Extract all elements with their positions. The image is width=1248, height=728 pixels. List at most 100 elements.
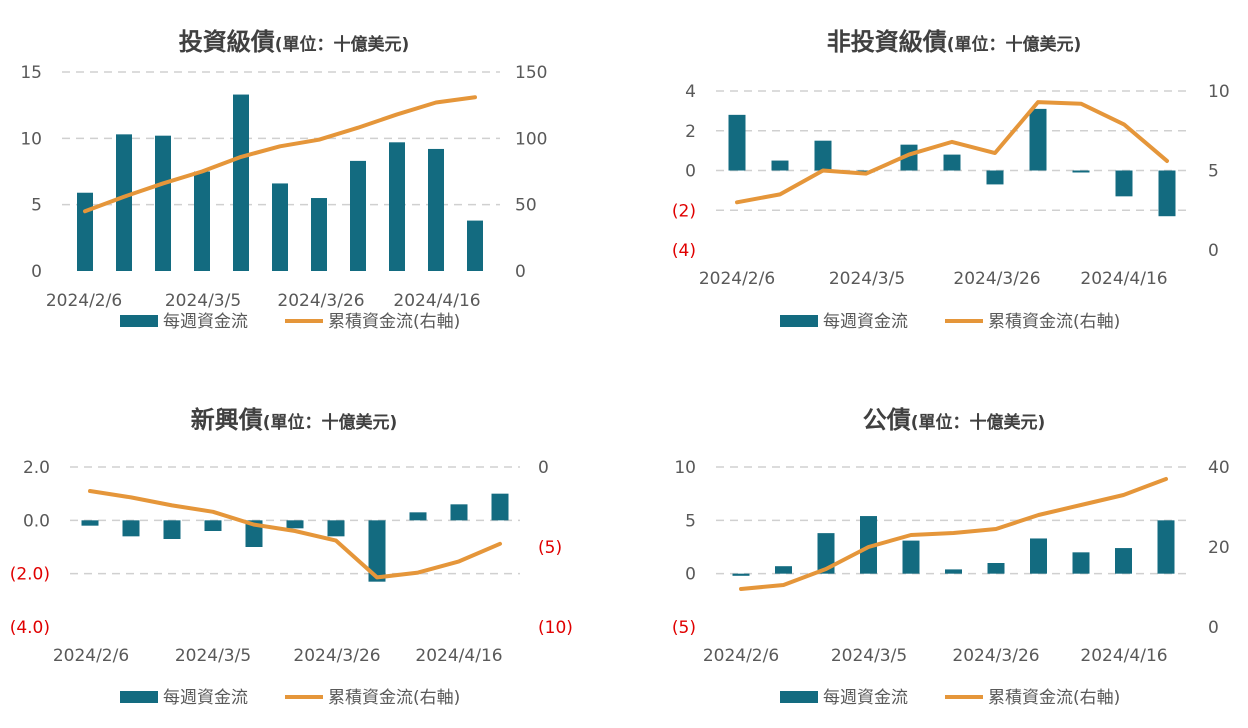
x-tick-label: 2024/2/6 [46, 291, 122, 311]
cumulative-flow-line [83, 95, 477, 214]
y-right-tick-label: (5) [538, 538, 562, 558]
weekly-flow-bar [1158, 170, 1176, 217]
weekly-flow-bar [1157, 520, 1175, 574]
y-right-tick-label: 20 [1208, 538, 1230, 558]
y-right-tick-label: 50 [515, 196, 537, 216]
weekly-flow-bar [428, 148, 444, 271]
y-left-tick-label: 0 [685, 162, 696, 182]
y-right-tick-label: 150 [515, 63, 547, 83]
y-right-tick-label: 0 [1208, 618, 1219, 638]
y-right-tick-label: 100 [515, 129, 547, 149]
y-right-tick-label: 5 [1208, 162, 1219, 182]
weekly-flow-bar [233, 94, 249, 271]
x-tick-label: 2024/3/26 [293, 646, 380, 666]
x-tick-label: 2024/3/5 [175, 646, 251, 666]
chart-title-main: 投資級債 [179, 28, 275, 56]
chart-title: 公債(單位：十億美元) [863, 406, 1046, 434]
legend-line-label: 累積資金流(右軸) [328, 312, 460, 332]
chart-title: 新興債(單位：十億美元) [191, 406, 398, 434]
legend-line-label: 累積資金流(右軸) [988, 688, 1120, 708]
weekly-flow-bar [860, 516, 877, 574]
chart-title-unit: (單位：十億美元) [911, 412, 1046, 433]
weekly-flow-bar [204, 520, 222, 531]
y-right-tick-label: 0 [538, 458, 549, 478]
y-left-tick-label: 10 [20, 129, 42, 149]
weekly-flow-bar [81, 520, 99, 526]
x-tick-label: 2024/2/6 [53, 646, 129, 666]
y-left-tick-label: (5) [672, 618, 696, 638]
weekly-flow-bar [389, 142, 405, 271]
chart-title-unit: (單位：十億美元) [275, 34, 410, 55]
y-left-tick-label: (4) [672, 241, 696, 261]
chart-title: 投資級債(單位：十億美元) [179, 28, 410, 56]
weekly-flow-bar [732, 573, 750, 576]
weekly-flow-bar [902, 540, 920, 574]
chart-title-unit: (單位：十億美元) [263, 412, 398, 433]
weekly-flow-bar [1115, 548, 1132, 574]
legend-bar-swatch [780, 315, 818, 327]
weekly-flow-bar [467, 220, 483, 271]
weekly-flow-bar [122, 520, 140, 537]
x-tick-label: 2024/4/16 [415, 646, 502, 666]
x-tick-label: 2024/4/16 [1080, 646, 1167, 666]
chart-title-main: 公債 [863, 406, 911, 434]
weekly-flow-bar [728, 114, 746, 171]
x-tick-label: 2024/3/5 [165, 291, 241, 311]
weekly-flow-bar [1029, 108, 1047, 171]
x-tick-label: 2024/2/6 [699, 269, 775, 289]
y-left-tick-label: 2 [685, 122, 696, 142]
legend-bar-swatch [120, 315, 158, 327]
x-tick-label: 2024/3/5 [829, 269, 905, 289]
weekly-flow-bar [987, 563, 1005, 574]
weekly-flow-bar [1115, 170, 1133, 197]
y-left-tick-label: (4.0) [10, 618, 50, 638]
y-left-tick-label: 0 [31, 262, 42, 282]
weekly-flow-bar [116, 134, 132, 271]
legend-bar-swatch [780, 691, 818, 703]
x-tick-label: 2024/4/16 [393, 291, 480, 311]
y-right-tick-label: 0 [515, 262, 526, 282]
y-left-tick-label: 10 [674, 458, 696, 478]
weekly-flow-bar [327, 520, 345, 537]
weekly-flow-bar [311, 198, 327, 271]
weekly-flow-bar [771, 160, 789, 171]
legend-bar-label: 每週資金流 [163, 688, 248, 708]
cumulative-flow-line [739, 477, 1168, 591]
legend-bar-swatch [120, 691, 158, 703]
x-tick-label: 2024/4/16 [1080, 269, 1167, 289]
x-tick-label: 2024/3/26 [952, 646, 1039, 666]
chart-panel-4: 公債(單位：十億美元) 10 5 0 (5) 40 20 0 2024/2/6 2024/3/5 2… [672, 406, 1230, 708]
y-left-tick-label: 15 [20, 63, 42, 83]
cumulative-flow-line [88, 489, 502, 580]
y-right-tick-label: 40 [1208, 458, 1230, 478]
weekly-flow-bar [409, 512, 427, 521]
chart-title-unit: (單位：十億美元) [947, 34, 1082, 55]
chart-title-main: 新興債 [191, 406, 263, 434]
weekly-flow-bar [77, 192, 93, 271]
weekly-flow-bar [814, 140, 832, 171]
weekly-flow-bar [350, 160, 366, 271]
chart-panel-2: 非投資級債(單位：十億美元) 4 2 0 (2) (4) 10 5 0 2024/2/6 2024/… [672, 28, 1230, 332]
y-right-tick-label: 10 [1208, 82, 1230, 102]
weekly-flow-bar [163, 520, 181, 539]
legend-bar-label: 每週資金流 [163, 312, 248, 332]
weekly-flow-bar [155, 135, 171, 271]
legend-bar-label: 每週資金流 [823, 312, 908, 332]
x-tick-label: 2024/3/26 [277, 291, 364, 311]
weekly-flow-bar [817, 533, 835, 574]
y-left-tick-label: (2.0) [10, 565, 50, 585]
weekly-flow-bar [450, 504, 468, 521]
cumulative-flow-line [735, 100, 1169, 205]
weekly-flow-bar [900, 144, 918, 171]
weekly-flow-bar [286, 520, 304, 529]
y-left-tick-label: 5 [31, 196, 42, 216]
y-right-tick-label: 0 [1208, 241, 1219, 261]
weekly-flow-bar [945, 569, 962, 574]
legend-bar-label: 每週資金流 [823, 688, 908, 708]
y-left-tick-label: (2) [672, 201, 696, 221]
weekly-flow-bar [368, 520, 386, 582]
weekly-flow-bar [943, 154, 961, 171]
weekly-flow-bar [272, 183, 288, 271]
